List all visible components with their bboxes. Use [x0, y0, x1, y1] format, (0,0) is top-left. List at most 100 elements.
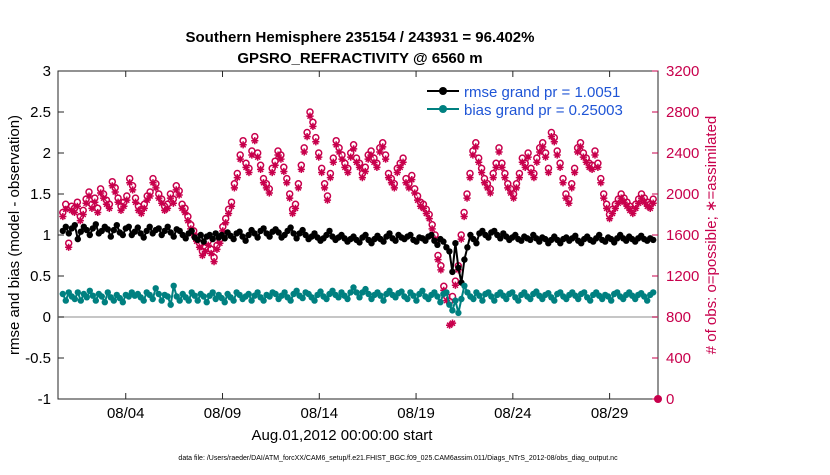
bias-point	[287, 297, 294, 304]
obs-assimilated-marker	[97, 189, 105, 197]
obs-assimilated-marker	[347, 153, 355, 161]
x-ticks: 08/04 08/09 08/14 08/19 08/24 08/29	[107, 71, 628, 422]
rmse-point	[146, 223, 153, 230]
rmse-point	[230, 235, 237, 243]
bias-point	[491, 297, 498, 304]
obs-assimilated-marker	[405, 184, 413, 192]
chart-subtitle: GPSRO_REFRACTIVITY @ 6560 m	[237, 50, 482, 67]
bias-point	[587, 297, 594, 304]
obs-assimilated-marker	[425, 215, 433, 223]
obs-assimilated-marker	[437, 266, 445, 274]
obs-assimilated-marker	[166, 194, 175, 202]
rmse-point	[596, 231, 603, 239]
rmse-point	[428, 231, 435, 239]
rmse-point	[164, 223, 171, 230]
obs-assimilated-marker	[230, 184, 239, 192]
obs-assimilated-marker	[335, 148, 343, 156]
obs-assimilated-marker	[248, 151, 256, 159]
obs-assimilated-marker	[344, 168, 352, 177]
bias-point	[380, 297, 387, 304]
y-right-tick-label: 3200	[666, 63, 699, 80]
obs-assimilated-marker	[614, 199, 622, 207]
obs-assimilated-marker	[588, 165, 596, 173]
obs-assimilated-marker	[277, 155, 285, 163]
obs-assimilated-marker	[163, 204, 172, 212]
rmse-point	[104, 226, 112, 233]
y-left-tick-label: 1.5	[30, 186, 51, 203]
y-right-tick-label: 400	[666, 350, 691, 367]
obs-assimilated-marker	[603, 204, 611, 212]
y-left-tick-label: -1	[38, 391, 51, 408]
obs-assimilated-marker	[483, 184, 492, 192]
bias-point	[299, 294, 306, 302]
obs-assimilated-marker	[131, 198, 140, 206]
bias-point	[272, 290, 279, 298]
rmse-point	[290, 230, 297, 237]
obs-assimilated-marker	[472, 143, 480, 151]
obs-assimilated-marker	[530, 174, 538, 182]
obs-assimilated-marker	[201, 247, 209, 255]
obs-assimilated-marker	[134, 206, 143, 214]
x-axis-label: Aug.01,2012 00:00:00 start	[252, 427, 434, 444]
bias-point	[119, 299, 127, 306]
obs-assimilated-marker	[85, 192, 93, 200]
obs-assimilated-marker	[233, 174, 241, 182]
obs-assimilated-marker	[611, 204, 619, 212]
obs-assimilated-marker	[204, 241, 212, 249]
obs-assimilated-marker	[146, 192, 154, 200]
obs-assimilated-marker	[251, 137, 259, 145]
x-tick-label: 08/29	[591, 405, 629, 422]
data-file-footer: data file: /Users/raeder/DAI/ATM_forcXX/…	[178, 455, 618, 462]
obs-assimilated-marker	[536, 148, 544, 156]
obs-assimilated-marker	[608, 209, 617, 218]
obs-assimilated-marker	[219, 227, 227, 235]
obs-assimilated-marker	[480, 179, 489, 187]
obs-assimilated-marker	[562, 194, 570, 202]
rmse-point	[386, 230, 393, 237]
rmse-point	[140, 234, 147, 241]
obs-assimilated-marker	[274, 151, 282, 159]
obs-assimilated-marker	[466, 174, 474, 182]
bias-point	[551, 297, 558, 304]
x-tick-label: 08/09	[204, 405, 242, 422]
bias-point	[152, 285, 159, 292]
rmse-point	[71, 222, 79, 229]
bias-point	[452, 297, 459, 304]
legend-rmse-marker	[439, 87, 447, 95]
obs-assimilated-marker	[111, 188, 119, 196]
series-rmse	[59, 221, 657, 286]
obs-assimilated-marker	[550, 138, 558, 146]
obs-assimilated-marker	[623, 202, 631, 210]
legend-bias-label: bias grand pr = 0.25003	[464, 102, 623, 119]
bias-point	[650, 289, 657, 296]
obs-assimilated-marker	[73, 202, 81, 210]
bias-point	[446, 301, 453, 308]
obs-assimilated-marker	[236, 155, 244, 163]
bias-point	[248, 297, 255, 304]
obs-assimilated-marker	[152, 184, 160, 192]
obs-assimilated-marker	[390, 184, 398, 192]
obs-assimilated-marker	[597, 179, 605, 187]
obs-assimilated-marker	[303, 133, 311, 141]
rmse-point	[110, 226, 118, 234]
obs-assimilated-marker	[382, 155, 390, 163]
obs-assimilated-marker	[434, 256, 442, 264]
rmse-point	[362, 231, 369, 239]
rmse-point	[134, 224, 141, 231]
bias-point	[350, 284, 357, 291]
obs-assimilated-marker	[605, 215, 614, 223]
rmse-point	[182, 235, 189, 242]
bias-point	[362, 285, 369, 293]
bias-point	[458, 295, 465, 303]
bias-point	[449, 307, 456, 314]
obs-assimilated-marker	[571, 168, 579, 177]
y-right-ticks: 3200 2800 2400 2000 1600 1200 800 400 0	[652, 63, 699, 408]
obs-assimilated-marker	[137, 209, 145, 218]
bias-point	[158, 297, 165, 304]
rmse-point	[113, 222, 121, 229]
bias-point	[644, 297, 651, 304]
bias-point	[398, 288, 405, 295]
obs-assimilated-marker	[568, 184, 576, 192]
y-left-tick-label: 1	[43, 227, 51, 244]
obs-assimilated-marker	[79, 210, 87, 219]
